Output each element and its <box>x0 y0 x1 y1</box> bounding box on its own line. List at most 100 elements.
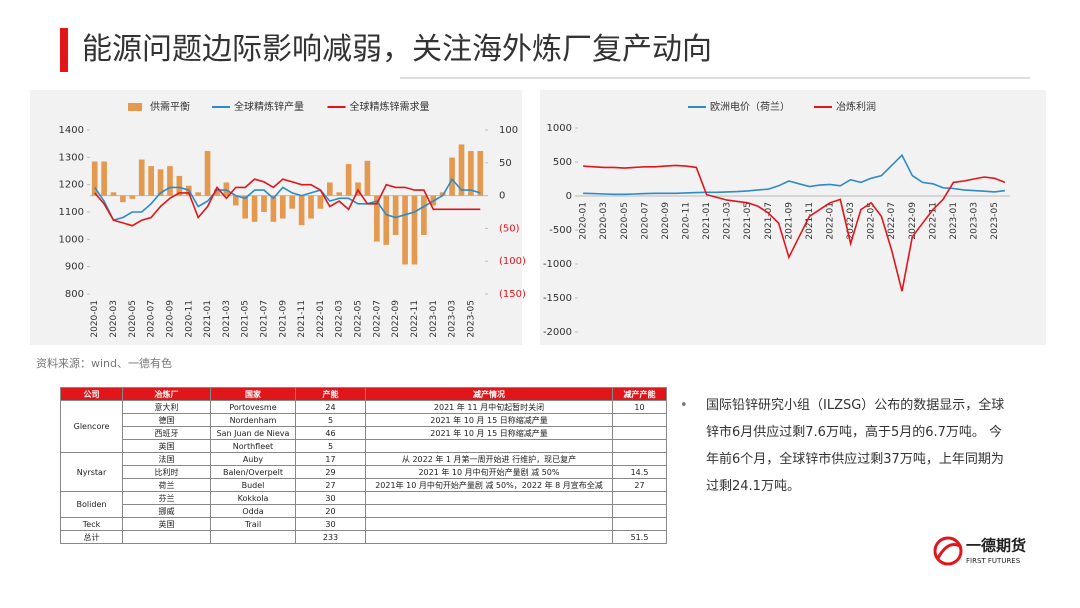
cell: 荷兰 <box>122 478 211 492</box>
bar <box>392 195 399 235</box>
table-row: Boliden 芬兰 Kokkola 30 <box>60 491 667 518</box>
logo-name: 一德期货 <box>966 537 1026 555</box>
column-header: 产能 <box>295 387 366 401</box>
cell: 英国 <box>122 517 211 531</box>
bar <box>345 164 352 196</box>
x-tick-label: 2022-07 <box>372 300 382 338</box>
logo-english: FIRST FUTURES <box>966 557 1021 565</box>
cell: Kokkola <box>210 491 296 505</box>
y-tick-label: 1200 <box>59 180 84 191</box>
y2-tick-label: 100 <box>499 125 518 136</box>
bar <box>298 195 305 226</box>
logo-icon <box>933 536 963 566</box>
cell: 30 <box>295 517 366 531</box>
line <box>583 153 1006 196</box>
cell: 30 <box>295 491 366 505</box>
chart: 80090010001100120013001400(150)(100)(50)… <box>59 100 526 338</box>
cell <box>365 517 613 531</box>
cell: 意大利 <box>122 400 211 414</box>
column-header: 公司 <box>60 387 123 401</box>
bar <box>383 195 390 245</box>
x-tick-label: 2022-01 <box>826 202 836 240</box>
cell: 总计 <box>60 530 123 544</box>
chart-panel <box>540 90 1046 345</box>
y-tick-label: 800 <box>65 289 84 300</box>
title-accent <box>60 28 68 72</box>
legend-label: 供需平衡 <box>150 100 190 113</box>
x-tick-label: 2021-05 <box>743 202 753 240</box>
cell <box>365 491 613 505</box>
x-tick-label: 2021-03 <box>222 300 232 338</box>
line <box>94 177 481 222</box>
bar <box>91 161 98 196</box>
x-tick-label: 2023-01 <box>429 300 439 338</box>
bar <box>402 195 408 265</box>
x-tick-label: 2023-01 <box>949 202 959 240</box>
note-text: 国际铅锌研究小组（ILZSG）公布的数据显示，全球锌市6月供应过剩7.6万吨，高… <box>706 398 1005 494</box>
x-tick-label: 2020-01 <box>579 202 589 240</box>
bar <box>129 195 136 199</box>
table-row: 德国 Nordenham 5 2021 年 10 月 15 日称缩减产量 <box>61 413 667 427</box>
cell: 5 <box>295 439 366 453</box>
table-row: 荷兰 Budel 27 2021年 10 月中旬开始产量剧 减 50%，2022 年 … <box>61 478 667 492</box>
y2-tick-label: (100) <box>499 256 526 267</box>
company-cell: Glencore <box>60 400 123 453</box>
bar <box>421 195 427 235</box>
y2-tick-label: (150) <box>499 289 526 300</box>
column-header: 冶炼厂 <box>122 387 211 401</box>
cell: 挪威 <box>122 504 211 518</box>
bar <box>232 195 239 206</box>
table-row: 英国 Northfleet 5 <box>61 439 667 453</box>
cell: 27 <box>295 478 366 492</box>
header-row: 公司 冶炼厂 国家 产能 减产情况 减产产能 <box>60 387 667 401</box>
y-tick-label: 900 <box>65 262 84 273</box>
table: 公司 冶炼厂 国家 产能 减产情况 减产产能 Glencore 意大利 Portovesme 24… <box>60 387 667 544</box>
y-tick-label: 1000 <box>59 234 84 245</box>
y-tick-label: 1000 <box>547 123 572 134</box>
column-header: 国家 <box>210 387 296 401</box>
table-row: 挪威 Odda 20 <box>61 504 667 518</box>
cell <box>612 517 667 531</box>
company-cell: Boliden <box>60 491 123 518</box>
bar <box>195 192 201 196</box>
bar <box>176 175 183 196</box>
x-tick-label: 2020-11 <box>682 202 692 240</box>
x-tick-label: 2022-05 <box>354 300 364 338</box>
x-tick-label: 2020-05 <box>620 202 630 240</box>
cell: 27 <box>612 478 667 492</box>
bar <box>364 160 371 196</box>
x-tick-label: 2022-05 <box>867 202 877 240</box>
bar <box>214 189 220 196</box>
bar <box>374 195 380 242</box>
cell: 51.5 <box>612 530 667 544</box>
cell <box>612 439 667 453</box>
cell <box>612 452 667 466</box>
y-tick-label: 0 <box>566 191 572 202</box>
company-cell: Teck <box>60 517 123 531</box>
x-tick-label: 2022-03 <box>846 202 856 240</box>
cell: 2021 年 10 月 15 日称缩减产量 <box>365 426 613 440</box>
cell: Budel <box>210 478 296 492</box>
bar <box>477 150 484 196</box>
cell: Odda <box>210 504 296 518</box>
table-row: Nyrstar 法国 Auby 17 从 2022 年 1 月第一周开始进 行维护，现已… <box>60 452 667 492</box>
cell: 29 <box>295 465 366 479</box>
cell: 233 <box>295 530 366 544</box>
x-tick-label: 2022-07 <box>887 202 897 240</box>
x-tick-label: 2020-07 <box>147 300 157 338</box>
x-tick-label: 2020-09 <box>661 202 671 240</box>
x-tick-label: 2022-11 <box>928 202 938 240</box>
y2-tick-label: 50 <box>499 158 512 169</box>
total-row: 总计 233 51.5 <box>60 530 667 544</box>
bar <box>458 144 465 196</box>
x-tick-label: 2020-05 <box>128 300 138 338</box>
cell <box>365 530 613 544</box>
cell: Portovesme <box>210 400 296 414</box>
x-tick-label: 2021-11 <box>297 300 307 338</box>
cell: 2021 年 10 月中旬开始产量剧 减 50% <box>365 465 613 479</box>
bar <box>242 195 248 219</box>
x-tick-label: 2022-09 <box>391 300 401 338</box>
table-row: 西班牙 San Juan de Nieva 46 2021 年 10 月 15 日称缩… <box>61 426 667 440</box>
bar <box>261 195 267 212</box>
